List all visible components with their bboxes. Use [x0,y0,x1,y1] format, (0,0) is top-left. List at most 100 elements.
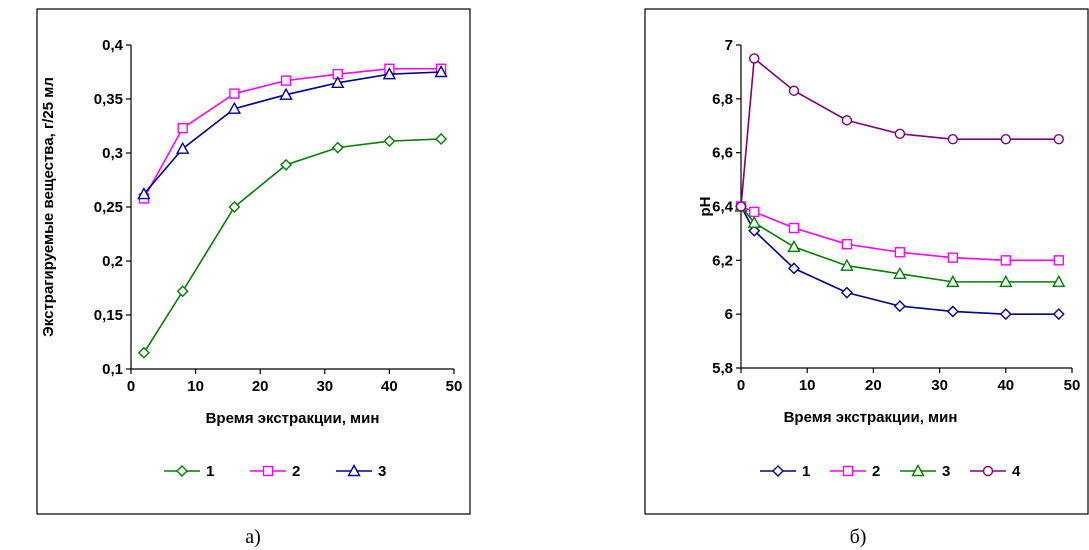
chart-b-y-tick-label: 6 [725,306,733,323]
chart-a-legend-marker [347,464,361,477]
panel-b: 5,8 6 6,2 6,4 6,6 6,8 7 0 10 20 30 40 50 Время экстра… [644,8,1089,548]
caption-b: б) [850,526,867,548]
chart-b-x-tick-label: 10 [799,377,816,394]
chart-b-legend-label: 1 [802,463,810,480]
chart-b-legend-label: 4 [1012,463,1021,480]
chart-b-data-point [748,224,761,237]
chart-a: 0,1 0,15 0,2 0,25 0,3 0,35 0,4 0 10 20 30 40 50 Время… [40,37,462,480]
chart-b-data-point [894,128,906,140]
chart-b-data-point [999,274,1013,288]
chart-b-legend-marker [772,465,784,477]
chart-b-data-point [840,286,853,299]
chart-b-data-point [893,300,906,313]
chart-b-data-point [1000,255,1011,266]
chart-b-series-line [740,205,1059,283]
chart-a-data-point [175,141,190,154]
chart-a-data-point [280,158,293,171]
chart-b-series-line [740,206,1059,315]
chart-b-y-axis-label: pH [697,197,714,217]
chart-b-data-point [787,239,801,253]
chart-a-y-tick-label: 0,25 [94,199,123,216]
chart-b-legend-marker [982,465,994,477]
chart-a-data-point [280,75,292,86]
chart-b-data-point [894,247,906,258]
chart-b-series-line [740,205,1059,262]
chart-a-y-axis-label: Экстрагируемые вещества, г/25 мл [40,77,57,337]
chart-a-x-tick-label: 50 [446,378,463,395]
chart-a-legend-label: 3 [378,463,386,480]
chart-a-data-point [434,65,448,78]
chart-b-y-tick-label: 6,2 [712,252,733,269]
chart-b-data-point [788,85,800,96]
chart-b-data-point [946,274,960,288]
chart-a-legend-label: 1 [206,463,214,480]
chart-a-series-3 [137,65,448,200]
chart-a-data-point [228,201,241,213]
chart-b-series-3 [734,199,1066,288]
chart-a-y-tick-label: 0,4 [102,37,124,54]
chart-b-x-tick-label: 40 [997,377,1014,394]
caption-a: а) [245,526,261,548]
chart-b-data-point [893,266,907,279]
chart-b-data-point [947,252,959,263]
chart-b: 5,8 6 6,2 6,4 6,6 6,8 7 0 10 20 30 40 50 Время экстра… [697,37,1080,480]
chart-a-x-tick-label: 30 [316,378,333,395]
chart-a-x-tick-label: 0 [127,378,135,395]
chart-a-x-tick-label: 10 [187,378,204,395]
chart-a-data-point [279,87,293,100]
chart-b-x-axis-label: Время экстракции, мин [784,409,958,426]
chart-a-legend-marker [262,465,274,477]
chart-a-data-point [382,67,397,80]
chart-b-x-tick-label: 0 [737,377,745,394]
chart-a-y-tick-label: 0,15 [94,307,123,324]
chart-b-y-tick-label: 6,8 [712,91,733,108]
chart-b-x-tick-label: 50 [1064,377,1081,394]
panel-b-frame [644,8,1089,515]
chart-b-y-tick-label: 5,8 [712,360,733,377]
panel-a-frame [36,8,471,515]
chart-b-data-point [1053,134,1064,145]
chart-a-y-tick-label: 0,2 [102,253,123,270]
chart-b-data-point [841,238,853,250]
chart-b-legend: 1 2 3 4 [760,463,1021,480]
chart-b-series-line [740,56,1059,207]
chart-b-y-tick-label: 6,6 [712,145,733,162]
panel-a: 0,1 0,15 0,2 0,25 0,3 0,35 0,4 0 10 20 30 40 50 Время… [36,8,471,548]
chart-a-x-tick-label: 20 [252,378,269,395]
chart-b-data-point [1000,134,1011,145]
chart-b-legend-marker [842,465,854,477]
chart-a-data-point [176,285,189,298]
chart-b-data-point [747,215,761,228]
chart-a-x-tick-label: 40 [381,378,398,395]
chart-b-data-point [787,262,800,275]
chart-a-data-point [137,187,151,200]
chart-b-data-point [749,206,760,218]
chart-b-data-point [999,308,1012,321]
chart-a-data-point [229,88,240,99]
chart-b-legend-marker [911,464,925,477]
chart-b-data-point [1053,255,1064,266]
chart-b-y-tick-label: 6,4 [712,199,734,216]
chart-b-data-point [1052,274,1066,288]
chart-a-legend: 1 2 3 [164,463,386,480]
chart-a-data-point [435,132,448,145]
chart-b-data-point [841,115,853,126]
chart-b-x-tick-label: 20 [865,377,882,394]
chart-b-data-point [749,53,760,64]
chart-b-data-point [1052,308,1065,321]
chart-a-series-1 [137,132,448,359]
chart-a-y-tick-label: 0,1 [102,361,123,378]
chart-a-data-point [331,141,344,154]
chart-a-y-tick-label: 0,35 [94,91,123,108]
chart-b-y-tick-label: 7 [725,37,733,54]
chart-b-legend-label: 2 [872,463,880,480]
chart-b-data-point [946,305,959,318]
chart-b-x-tick-label: 30 [931,377,948,394]
chart-a-data-point [227,101,242,114]
chart-a-data-point [383,135,396,148]
chart-b-data-point [947,134,959,145]
chart-b-legend-label: 3 [942,463,950,480]
chart-a-x-axis-label: Время экстракции, мин [206,410,380,427]
chart-a-data-point [177,122,188,134]
